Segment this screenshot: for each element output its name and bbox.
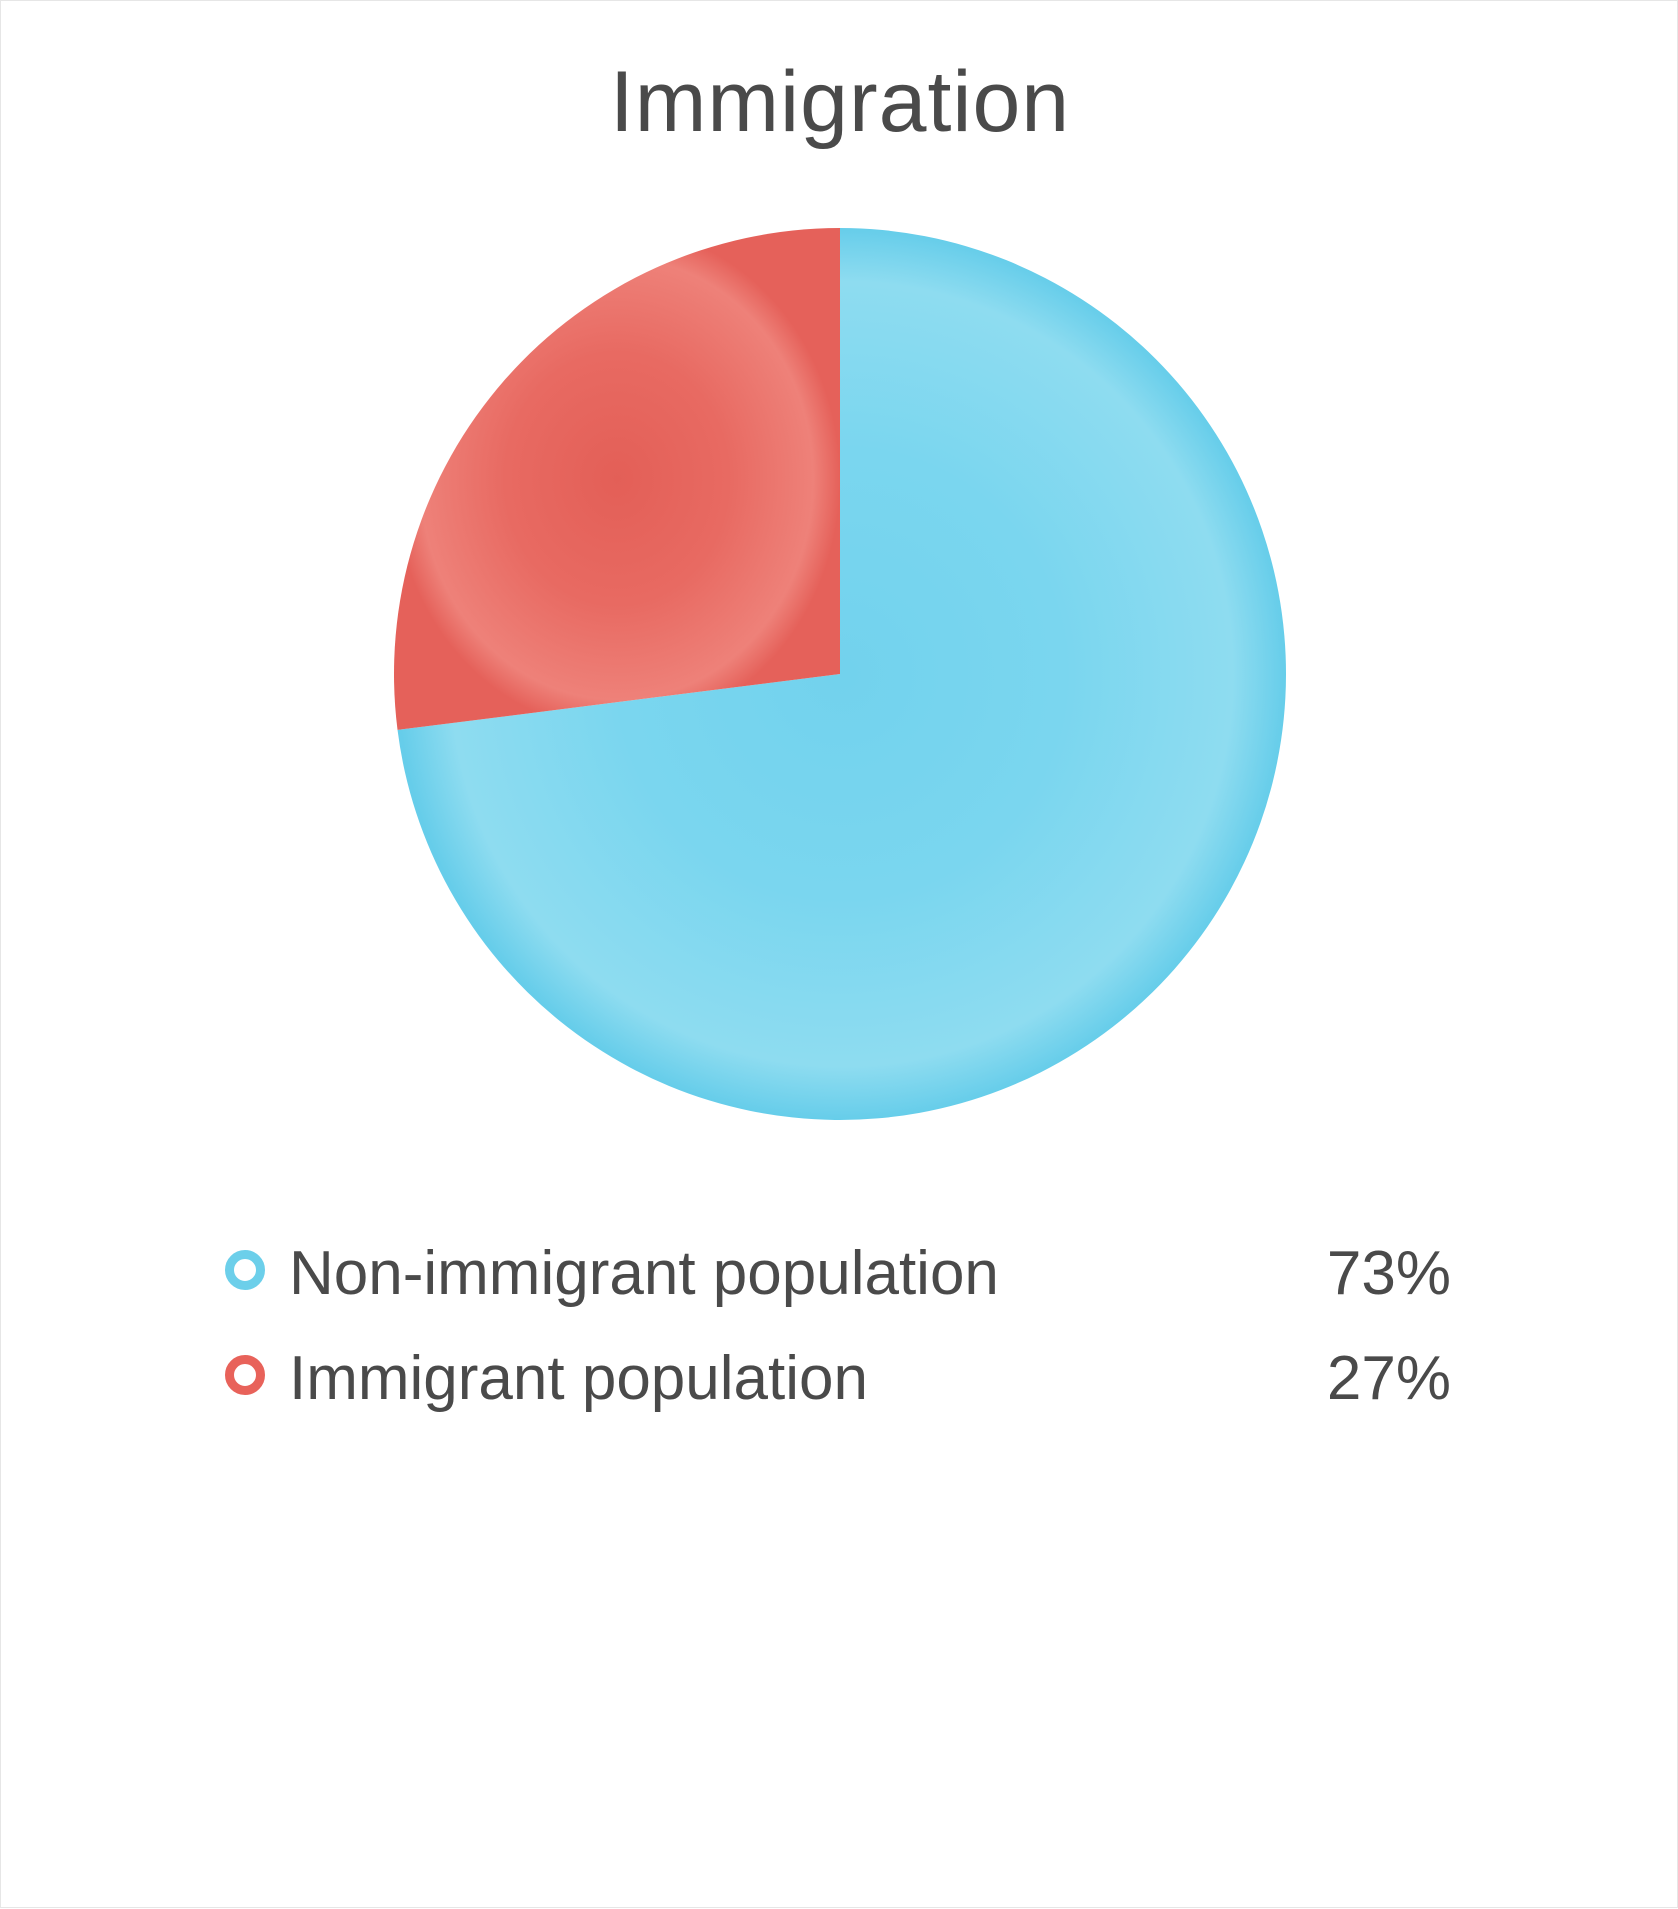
pie-slice-immigrant[interactable] [394,228,840,730]
legend-item-non-immigrant[interactable]: Non-immigrant population 73% [221,1229,1451,1319]
chart-title: Immigration [609,54,1071,150]
legend-circle-icon [225,1250,265,1290]
legend-label: Non-immigrant population [289,1239,999,1308]
legend-label: Immigrant population [289,1344,868,1413]
legend-item-immigrant[interactable]: Immigrant population 27% [221,1334,1451,1424]
pie-slice-non-immigrant[interactable] [397,228,1287,1120]
legend-value: 27% [1326,1344,1451,1413]
legend-value: 73% [1326,1239,1451,1308]
legend-circle-icon [225,1355,265,1395]
